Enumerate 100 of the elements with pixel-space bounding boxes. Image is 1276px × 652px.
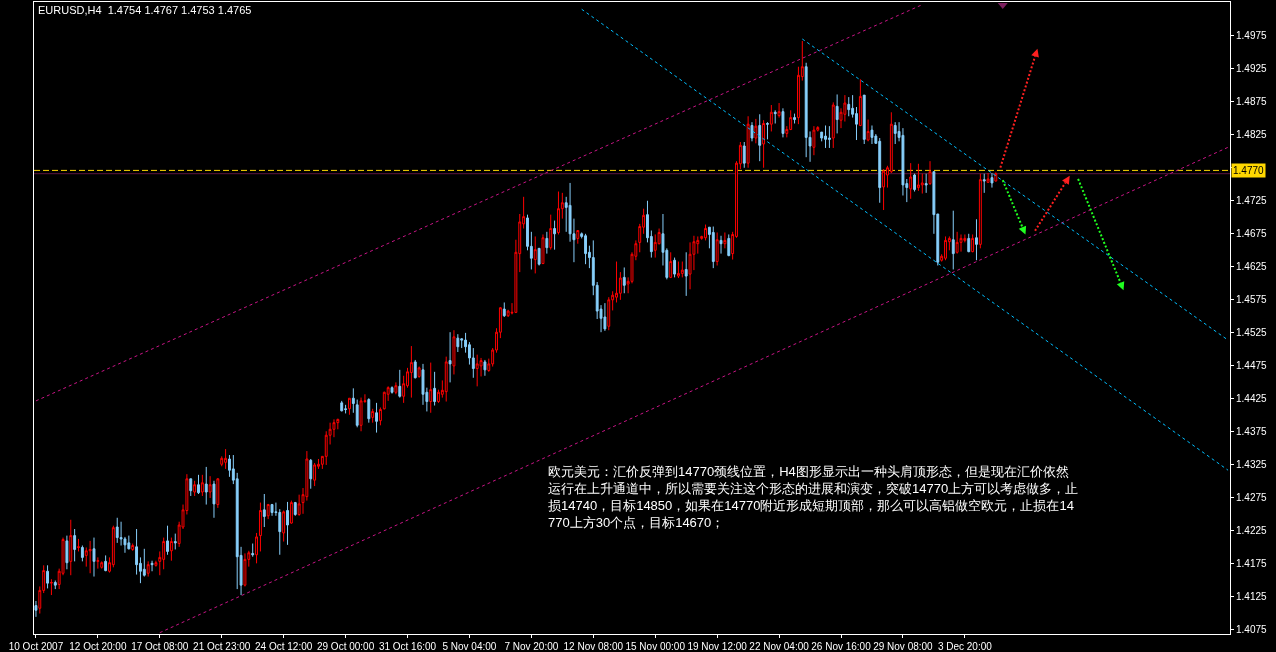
candlestick <box>793 113 797 125</box>
y-tick-label: 1.4975 <box>1236 29 1268 41</box>
candlestick <box>824 124 827 149</box>
x-tick-label: 15 Nov 00:00 <box>625 641 686 652</box>
candlestick <box>344 404 348 414</box>
candlestick <box>173 533 177 550</box>
candlestick <box>69 519 73 576</box>
candlestick <box>429 362 433 414</box>
candlestick <box>545 231 549 255</box>
candlestick <box>858 78 862 127</box>
candlestick <box>955 231 959 255</box>
candlestick <box>870 124 874 145</box>
candlestick <box>978 173 982 249</box>
y-tick-label: 1.4675 <box>1236 227 1268 239</box>
candlestick <box>781 107 785 138</box>
candlestick <box>762 119 766 169</box>
candlestick <box>502 301 506 318</box>
candlestick <box>204 466 208 506</box>
candlestick <box>390 385 394 395</box>
candlestick <box>80 545 84 562</box>
candlestick <box>433 371 437 406</box>
candlestick <box>189 478 193 497</box>
candlestick <box>913 173 916 193</box>
candlestick <box>351 387 355 414</box>
candlestick <box>409 345 413 399</box>
candlestick <box>460 337 464 349</box>
y-tick-label: 1.4575 <box>1236 293 1268 305</box>
x-tick-label: 12 Oct 20:00 <box>69 641 127 652</box>
candlestick <box>150 560 154 572</box>
x-tick-label: 29 Oct 00:00 <box>316 641 375 652</box>
candlestick <box>166 525 169 556</box>
candlestick <box>65 535 69 570</box>
candlestick <box>88 540 92 574</box>
candlestick <box>53 580 57 590</box>
candlestick <box>827 125 831 149</box>
candlestick <box>622 266 626 294</box>
candlestick <box>208 475 212 499</box>
candlestick <box>893 121 897 145</box>
y-tick-label: 1.4075 <box>1236 623 1268 635</box>
candlestick <box>309 458 313 490</box>
x-tick-label: 19 Nov 12:00 <box>687 641 748 652</box>
candlestick <box>131 543 135 552</box>
candlestick <box>243 552 247 587</box>
candlestick <box>584 233 587 265</box>
candlestick <box>986 172 990 183</box>
candlestick <box>754 118 758 144</box>
candlestick <box>270 503 274 517</box>
candlestick <box>541 233 545 265</box>
candlestick <box>812 125 816 156</box>
candlestick <box>355 399 359 428</box>
candlestick <box>727 233 731 257</box>
candlestick <box>115 517 119 544</box>
candlestick <box>378 406 382 426</box>
y-tick-label: 1.4425 <box>1236 392 1268 404</box>
candlestick <box>475 354 479 387</box>
candlestick <box>340 400 344 412</box>
chart-title: EURUSD,H4 1.4754 1.4767 1.4753 1.4765 <box>38 3 252 16</box>
x-tick-label: 22 Nov 04:00 <box>749 641 810 652</box>
candlestick <box>200 474 204 497</box>
candlestick <box>258 502 262 552</box>
candlestick <box>557 191 560 235</box>
candlestick <box>394 381 398 395</box>
candlestick <box>127 535 131 550</box>
candlestick <box>990 172 994 189</box>
candlestick <box>146 560 150 578</box>
candlestick <box>375 402 378 434</box>
y-tick-label: 1.4375 <box>1236 425 1268 437</box>
candlestick <box>216 477 220 509</box>
candlestick <box>262 493 266 528</box>
candlestick <box>444 356 448 403</box>
candlestick <box>456 333 460 353</box>
candlestick <box>975 218 978 261</box>
candlestick <box>777 102 781 119</box>
y-tick-label: 1.4825 <box>1236 128 1268 140</box>
x-tick-label: 10 Oct 2007 <box>8 641 64 652</box>
candlestick <box>967 233 971 253</box>
candlestick <box>413 359 417 379</box>
candlestick <box>367 397 371 424</box>
candlestick <box>100 560 104 570</box>
candlestick <box>773 109 777 125</box>
candlestick <box>971 233 975 253</box>
x-tick-label: 3 Dec 20:00 <box>937 641 993 652</box>
candlestick <box>653 233 657 259</box>
candlestick <box>224 448 228 470</box>
candlestick <box>723 231 727 249</box>
candlestick <box>533 235 537 274</box>
y-tick-label: 1.4475 <box>1236 359 1268 371</box>
candlestick <box>34 600 38 618</box>
annotation: 欧元美元：汇价反弹到14770颈线位置，H4图形显示出一种头肩顶形态，但是现在汇价依然运行在上升通道中，所以需要关注这个形态的进展和演变，突破14770上方可以考虑做多，止损14740，目标14850，如果在14770附近形成短期顶部，那么可以高铝做空欧元，止损在14770上方30个点，目标14670； <box>548 464 1079 530</box>
candlestick <box>673 257 677 278</box>
candlestick <box>951 210 955 270</box>
candlestick <box>251 543 255 558</box>
candlestick <box>677 261 680 279</box>
candlestick <box>711 226 715 269</box>
candlestick <box>982 173 986 194</box>
y-tick-label: 1.4275 <box>1236 491 1268 503</box>
x-tick-label: 21 Oct 23:00 <box>193 641 251 652</box>
candlestick <box>715 231 719 266</box>
candlestick <box>704 224 707 241</box>
x-tick-label: 5 Nov 04:00 <box>442 641 497 652</box>
